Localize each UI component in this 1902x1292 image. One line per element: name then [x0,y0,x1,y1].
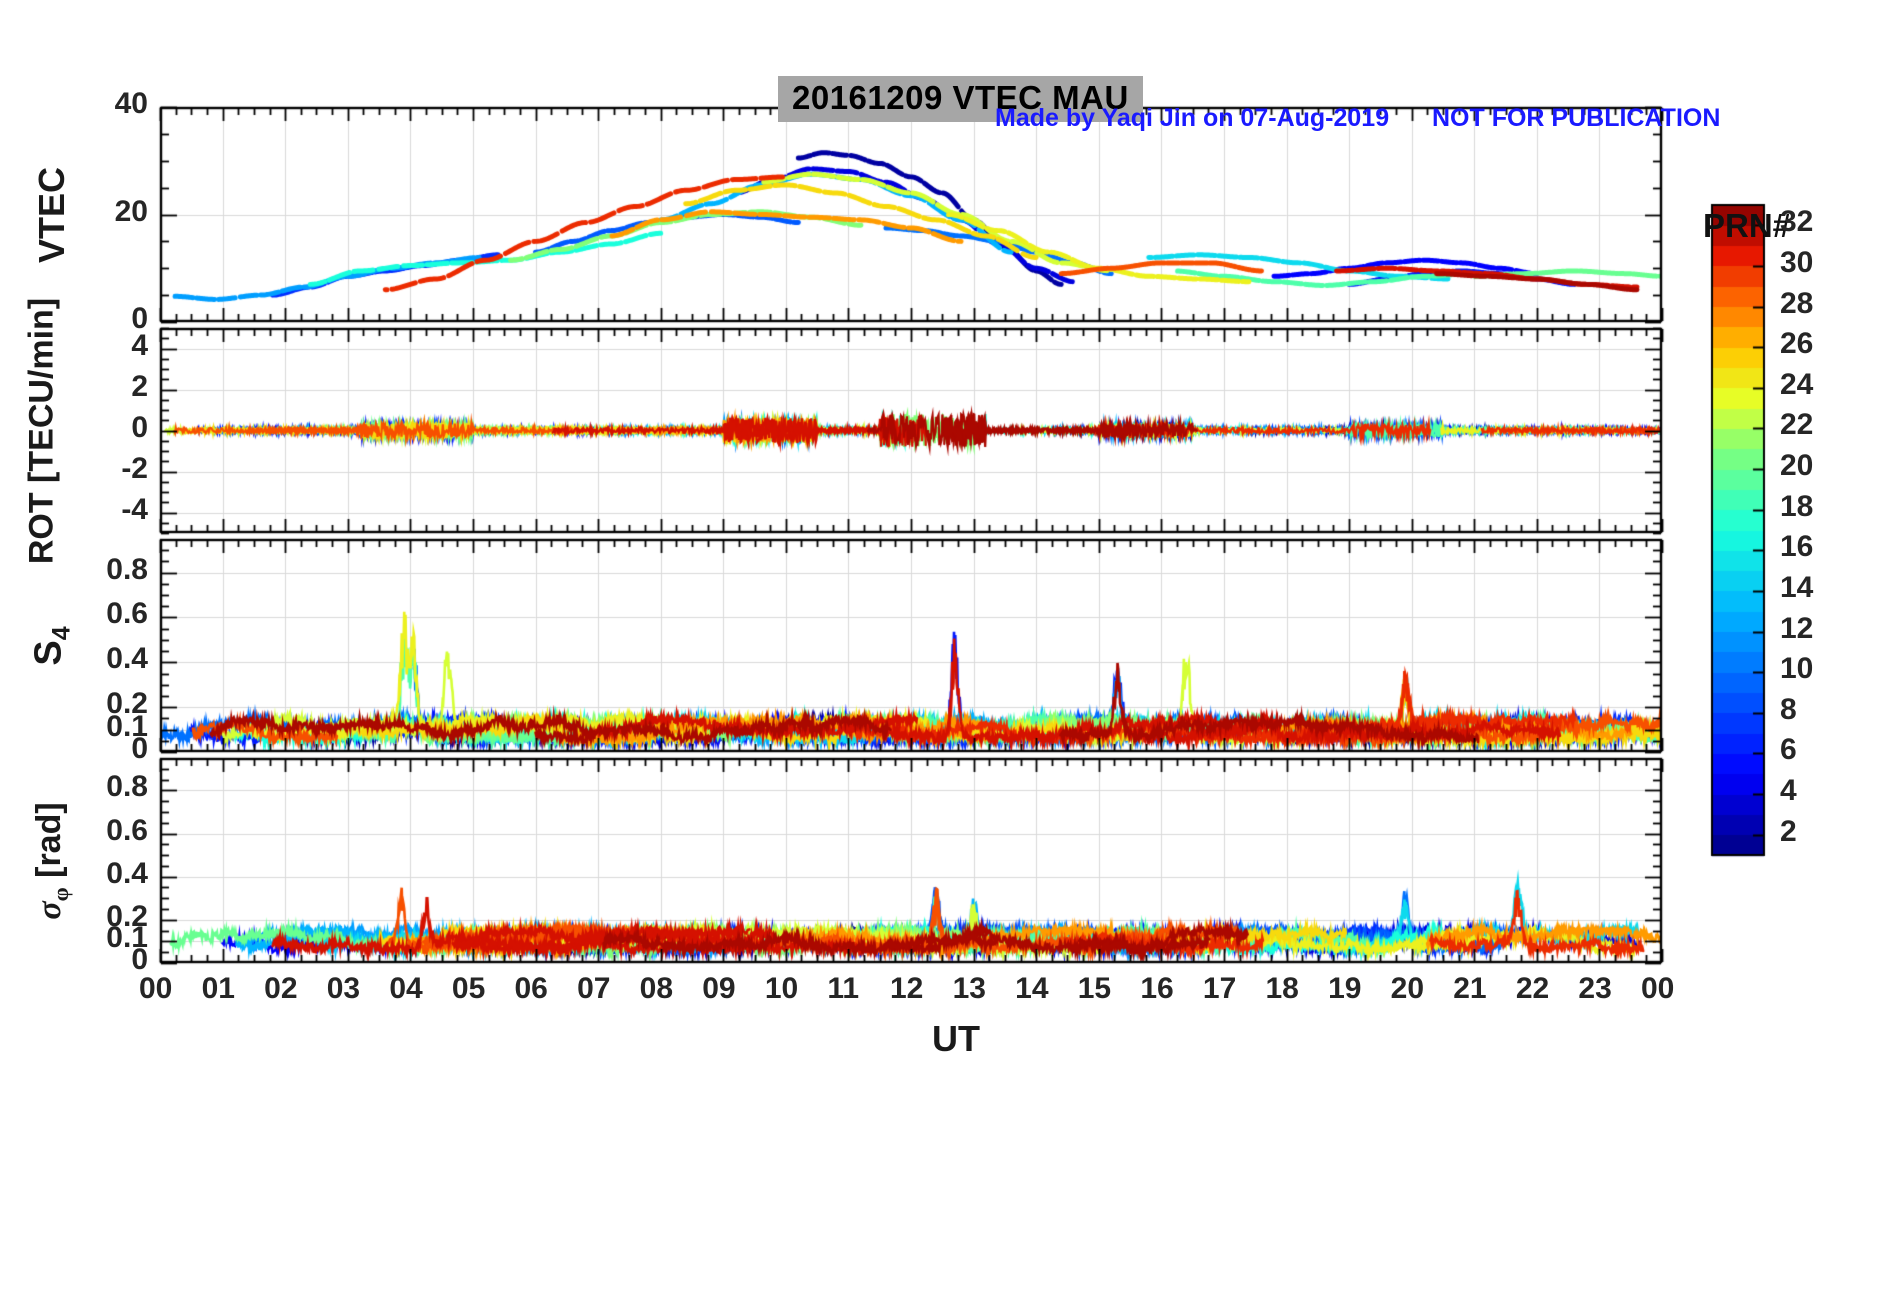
xtick-05-5: 05 [451,972,486,1005]
colorbar-tick-16: 16 [1780,530,1814,564]
ytick-s4-0.1: 0.1 [106,709,148,743]
ytick-vtec-40: 40 [114,87,148,120]
xtick-06-6: 06 [514,972,548,1005]
colorbar-tick-4: 4 [1780,774,1797,808]
xtick-01-1: 01 [201,972,235,1005]
xtick-00-24: 00 [1641,972,1675,1005]
xtick-20-20: 20 [1390,972,1425,1005]
xtick-14-14: 14 [1015,972,1049,1005]
colorbar-tick-22: 22 [1780,408,1814,442]
ytick-s4-0.8: 0.8 [106,552,148,586]
xtick-15-15: 15 [1077,972,1112,1005]
ytick-sigma_phi-0.1: 0.1 [106,921,148,955]
colorbar-tick-18: 18 [1780,489,1814,523]
made-by-annotation: Made by Yaqi Jin on 07-Aug-2019 [995,104,1390,132]
xtick-13-13: 13 [952,972,986,1005]
xtick-07-7: 07 [577,972,611,1005]
colorbar-tick-24: 24 [1780,367,1814,401]
xtick-00-0: 00 [139,972,173,1005]
ytick-rot-0: 0 [131,410,148,444]
xtick-09-9: 09 [702,972,736,1005]
ytick-sigma_phi-0: 0 [131,943,148,976]
xtick-02-2: 02 [264,972,298,1005]
ytick-vtec-20: 20 [114,194,148,228]
colorbar-tick-14: 14 [1780,570,1814,604]
xtick-08-8: 08 [639,972,674,1005]
ytick-rot-4: 4 [131,328,148,362]
yaxis-label-rot: ROT [TECU/min] [22,297,61,564]
colorbar-tick-32: 32 [1780,205,1814,239]
xtick-11-11: 11 [827,972,860,1005]
ytick-s4-0.2: 0.2 [106,687,148,721]
yaxis-label-sigma-phi: σφ [rad] [30,801,73,920]
xtick-12-12: 12 [890,972,924,1005]
colorbar-tick-26: 26 [1780,327,1814,361]
ytick-s4-0: 0 [131,732,148,765]
ytick-rot-2: 2 [131,369,148,403]
xtick-04-4: 04 [389,972,423,1005]
ytick-rot--4: -4 [121,492,148,526]
ytick-s4-0.6: 0.6 [106,597,148,631]
xaxis-label: UT [932,1018,980,1059]
xtick-16-16: 16 [1140,972,1174,1005]
colorbar-tick-8: 8 [1780,692,1797,726]
ytick-s4-0.4: 0.4 [106,642,148,676]
xtick-19-19: 19 [1328,972,1362,1005]
ytick-sigma_phi-0.8: 0.8 [106,770,148,804]
xtick-18-18: 18 [1265,972,1299,1005]
colorbar-tick-6: 6 [1780,733,1797,767]
ytick-sigma_phi-0.6: 0.6 [106,813,148,847]
xtick-10-10: 10 [764,972,799,1005]
ytick-vtec-0: 0 [131,302,148,335]
xtick-21-21: 21 [1453,972,1487,1005]
colorbar-tick-10: 10 [1780,652,1814,686]
colorbar-title: PRN# [1703,207,1792,244]
xtick-23-23: 23 [1578,972,1612,1005]
yaxis-label-vtec: VTEC [31,166,72,263]
colorbar-tick-2: 2 [1780,814,1797,848]
ytick-sigma_phi-0.2: 0.2 [106,899,148,933]
xtick-17-17: 17 [1202,972,1237,1005]
not-for-publication-annotation: NOT FOR PUBLICATION [1432,104,1721,132]
ytick-rot--2: -2 [121,451,148,485]
ytick-sigma_phi-0.4: 0.4 [106,856,148,890]
colorbar-tick-28: 28 [1780,286,1814,320]
yaxis-label-s4: S4 [27,625,76,666]
colorbar-tick-20: 20 [1780,449,1814,483]
colorbar-tick-30: 30 [1780,245,1814,279]
colorbar-tick-12: 12 [1780,611,1814,645]
xtick-03-3: 03 [326,972,361,1005]
xtick-22-22: 22 [1515,972,1550,1005]
page-title: 20161209 VTEC MAU [778,76,1143,122]
